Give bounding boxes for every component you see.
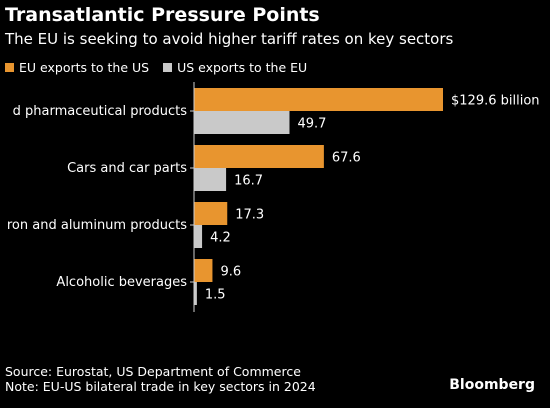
bar-us bbox=[194, 111, 290, 134]
value-label-eu: 67.6 bbox=[332, 151, 361, 166]
chart-subtitle: The EU is seeking to avoid higher tariff… bbox=[5, 30, 454, 48]
bar-us bbox=[194, 282, 197, 305]
legend-label-eu: EU exports to the US bbox=[19, 60, 150, 75]
source-note: Source: Eurostat, US Department of Comme… bbox=[5, 364, 301, 379]
bar-eu bbox=[194, 259, 213, 282]
legend-item-us: US exports to the EU bbox=[163, 60, 307, 75]
value-label-eu: $129.6 billion bbox=[451, 94, 540, 109]
bar-us bbox=[194, 168, 227, 191]
value-label-us: 16.7 bbox=[234, 174, 263, 189]
bar-us bbox=[194, 225, 203, 248]
bar-eu bbox=[194, 202, 228, 225]
bar-chart: d pharmaceutical products $129.6 billion 4… bbox=[7, 82, 540, 312]
footnote: Note: EU-US bilateral trade in key secto… bbox=[5, 379, 316, 394]
footer: Source: Eurostat, US Department of Comme… bbox=[5, 364, 316, 394]
value-label-eu: 17.3 bbox=[235, 208, 264, 223]
value-label-us: 4.2 bbox=[210, 231, 231, 246]
chart-title: Transatlantic Pressure Points bbox=[5, 4, 320, 26]
legend-swatch-us bbox=[163, 63, 173, 72]
value-label-eu: 9.6 bbox=[220, 265, 241, 280]
category-label: d pharmaceutical products bbox=[13, 104, 188, 119]
bar-eu bbox=[194, 145, 324, 168]
legend-swatch-eu bbox=[5, 63, 14, 72]
legend-label-us: US exports to the EU bbox=[177, 60, 308, 75]
value-label-us: 49.7 bbox=[297, 117, 326, 132]
category-label: Cars and car parts bbox=[67, 161, 187, 176]
value-label-us: 1.5 bbox=[205, 288, 226, 303]
bar-eu bbox=[194, 88, 443, 111]
category-label: ron and aluminum products bbox=[7, 218, 187, 233]
bloomberg-logo: Bloomberg bbox=[449, 377, 535, 393]
legend-item-eu: EU exports to the US bbox=[5, 60, 149, 75]
legend: EU exports to the US US exports to the E… bbox=[5, 60, 321, 75]
category-label: Alcoholic beverages bbox=[56, 275, 187, 290]
